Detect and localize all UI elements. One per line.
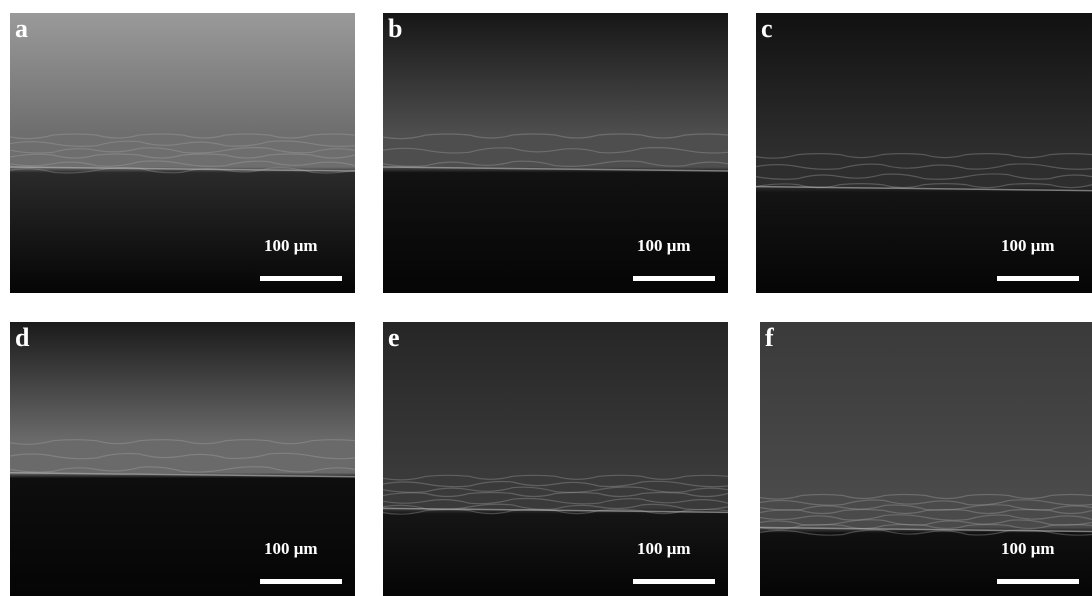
layer-texture	[759, 523, 1092, 530]
layer-texture	[382, 160, 729, 167]
edge-highlight	[755, 185, 1092, 192]
panel-label: c	[761, 14, 773, 43]
micrograph	[383, 322, 728, 596]
panel-label: f	[765, 323, 774, 352]
layer-texture	[9, 160, 356, 167]
layer-texture	[9, 140, 356, 147]
panel-label: d	[15, 323, 30, 352]
edge-highlight	[9, 166, 356, 172]
panel-label: b	[388, 14, 402, 43]
scale-bar-label: 100 μm	[264, 539, 318, 558]
sem-panel: c 100 μm	[755, 13, 1092, 293]
panel-label: a	[15, 14, 28, 43]
layer-texture	[759, 514, 1092, 521]
scale-bar	[633, 276, 715, 281]
layer-texture	[755, 173, 1092, 180]
layer-texture	[9, 133, 356, 140]
layer-texture	[382, 147, 729, 154]
sem-panel: d 100 μm	[9, 322, 356, 596]
scale-bar-label: 100 μm	[1001, 236, 1055, 255]
micrograph	[10, 322, 355, 596]
layer-texture	[759, 504, 1092, 511]
layer-texture	[755, 163, 1092, 170]
panel-label: e	[388, 323, 400, 352]
micrograph	[760, 322, 1092, 596]
scale-bar	[260, 276, 342, 281]
layer-texture	[759, 508, 1092, 515]
edge-highlight	[382, 166, 729, 172]
layer-texture	[9, 466, 356, 473]
scale-bar-label: 100 μm	[637, 539, 691, 558]
scale-bar-label: 100 μm	[264, 236, 318, 255]
scale-bar-label: 100 μm	[1001, 539, 1055, 558]
layer-texture	[755, 153, 1092, 159]
micrograph	[383, 13, 728, 293]
sem-panel: a 100 μm	[9, 13, 356, 293]
scale-bar	[260, 579, 342, 584]
layer-texture	[9, 439, 356, 445]
micrograph	[10, 13, 355, 293]
layer-texture	[382, 491, 729, 498]
micrograph	[756, 13, 1092, 293]
sem-panel: e 100 μm	[382, 322, 729, 596]
layer-texture	[9, 147, 356, 154]
layer-texture	[9, 452, 356, 460]
sem-panel: f 100 μm	[759, 322, 1092, 596]
layer-texture	[9, 167, 356, 174]
scale-bar-label: 100 μm	[637, 236, 691, 255]
scale-bar	[997, 579, 1079, 584]
layer-texture	[382, 480, 729, 488]
layer-texture	[9, 153, 356, 159]
edge-highlight	[382, 507, 729, 514]
layer-texture	[382, 497, 729, 505]
layer-texture	[759, 493, 1092, 500]
edge-highlight	[9, 471, 356, 478]
layer-texture	[759, 499, 1092, 506]
layer-texture	[382, 133, 729, 140]
edge-highlight	[759, 526, 1092, 533]
scale-bar	[633, 579, 715, 584]
layer-texture	[382, 474, 729, 481]
layer-texture	[382, 486, 729, 493]
layer-texture	[759, 519, 1092, 526]
scale-bar	[997, 276, 1079, 281]
sem-panel: b 100 μm	[382, 13, 729, 293]
